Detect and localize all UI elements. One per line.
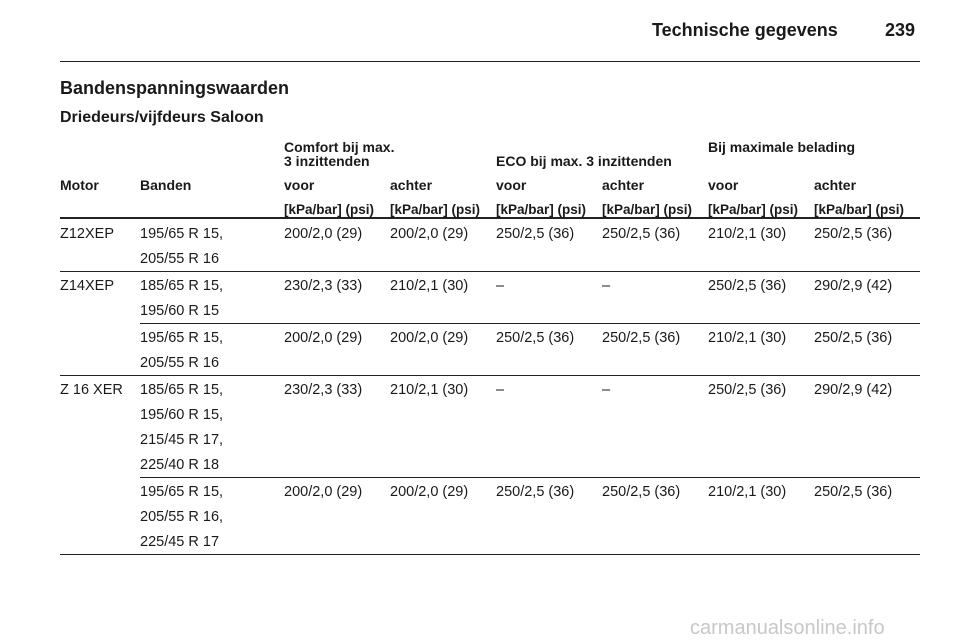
section-title: Bandenspanningswaarden [60,78,290,98]
tyre-cell: 205/55 R 16 [140,355,220,371]
group-header: Bij maximale belading [708,139,856,155]
tyre-cell: 195/65 R 15, [140,330,224,346]
pressure-cell: 250/2,5 (36) [496,330,575,346]
pressure-cell: 210/2,1 (30) [708,226,787,242]
pressure-cell: 200/2,0 (29) [284,484,363,500]
tyre-cell: 185/65 R 15, [140,382,224,398]
motor-cell: Z 16 XER [60,382,123,398]
column-header: voor [284,177,315,193]
tyre-cell: 205/55 R 16 [140,251,220,267]
pressure-cell: 250/2,5 (36) [602,484,681,500]
page-number: 239 [885,20,916,40]
pressure-cell: – [496,382,505,398]
pressure-cell: 200/2,0 (29) [284,330,363,346]
pressure-cell: 210/2,1 (30) [708,484,787,500]
pressure-cell: 290/2,9 (42) [814,382,893,398]
pressure-cell: 200/2,0 (29) [390,330,469,346]
unit-header: [kPa/bar] (psi) [496,202,587,217]
motor-cell: Z14XEP [60,278,114,294]
pressure-cell: 210/2,1 (30) [390,278,469,294]
pressure-cell: – [602,278,611,294]
watermark: carmanualsonline.info [690,617,885,639]
section-subtitle: Driedeurs/vijfdeurs Saloon [60,109,264,126]
pressure-cell: – [496,278,505,294]
tyre-cell: 195/65 R 15, [140,484,224,500]
tyre-cell: 225/45 R 17 [140,534,220,550]
unit-header: [kPa/bar] (psi) [602,202,693,217]
pressure-cell: 230/2,3 (33) [284,382,363,398]
pressure-cell: 250/2,5 (36) [496,226,575,242]
pressure-cell: 200/2,0 (29) [390,484,469,500]
tyre-cell: 195/60 R 15, [140,407,224,423]
pressure-cell: 250/2,5 (36) [496,484,575,500]
pressure-cell: 200/2,0 (29) [390,226,469,242]
pressure-cell: 230/2,3 (33) [284,278,363,294]
unit-header: [kPa/bar] (psi) [814,202,905,217]
pressure-cell: 250/2,5 (36) [814,330,893,346]
row-rule [140,323,920,324]
header-rule [60,61,920,62]
row-rule [60,375,920,376]
row-rule [60,554,920,555]
column-header: voor [708,177,739,193]
unit-header: [kPa/bar] (psi) [390,202,481,217]
tyre-cell: 195/60 R 15 [140,303,220,319]
pressure-cell: 250/2,5 (36) [602,330,681,346]
column-header: achter [814,177,857,193]
column-header: Banden [140,177,192,193]
column-header: achter [390,177,433,193]
tyre-cell: 205/55 R 16, [140,509,224,525]
unit-header: [kPa/bar] (psi) [708,202,799,217]
pressure-cell: 250/2,5 (36) [814,484,893,500]
row-rule [140,477,920,478]
pressure-cell: 290/2,9 (42) [814,278,893,294]
row-rule [60,271,920,272]
header-title: Technische gegevens [652,20,838,40]
tyre-cell: 195/65 R 15, [140,226,224,242]
tyre-cell: 185/65 R 15, [140,278,224,294]
pressure-cell: 210/2,1 (30) [708,330,787,346]
group-header: ECO bij max. 3 inzittenden [496,153,672,169]
pressure-cell: – [602,382,611,398]
pressure-cell: 210/2,1 (30) [390,382,469,398]
column-header: voor [496,177,527,193]
pressure-cell: 200/2,0 (29) [284,226,363,242]
pressure-cell: 250/2,5 (36) [708,278,787,294]
column-header: achter [602,177,645,193]
pressure-cell: 250/2,5 (36) [814,226,893,242]
tyre-cell: 215/45 R 17, [140,432,224,448]
column-header: Motor [60,177,99,193]
header-rule [60,217,920,219]
motor-cell: Z12XEP [60,226,114,242]
pressure-cell: 250/2,5 (36) [708,382,787,398]
group-header: Comfort bij max. 3 inzittenden [284,139,395,169]
tyre-cell: 225/40 R 18 [140,457,220,473]
unit-header: [kPa/bar] (psi) [284,202,375,217]
pressure-cell: 250/2,5 (36) [602,226,681,242]
